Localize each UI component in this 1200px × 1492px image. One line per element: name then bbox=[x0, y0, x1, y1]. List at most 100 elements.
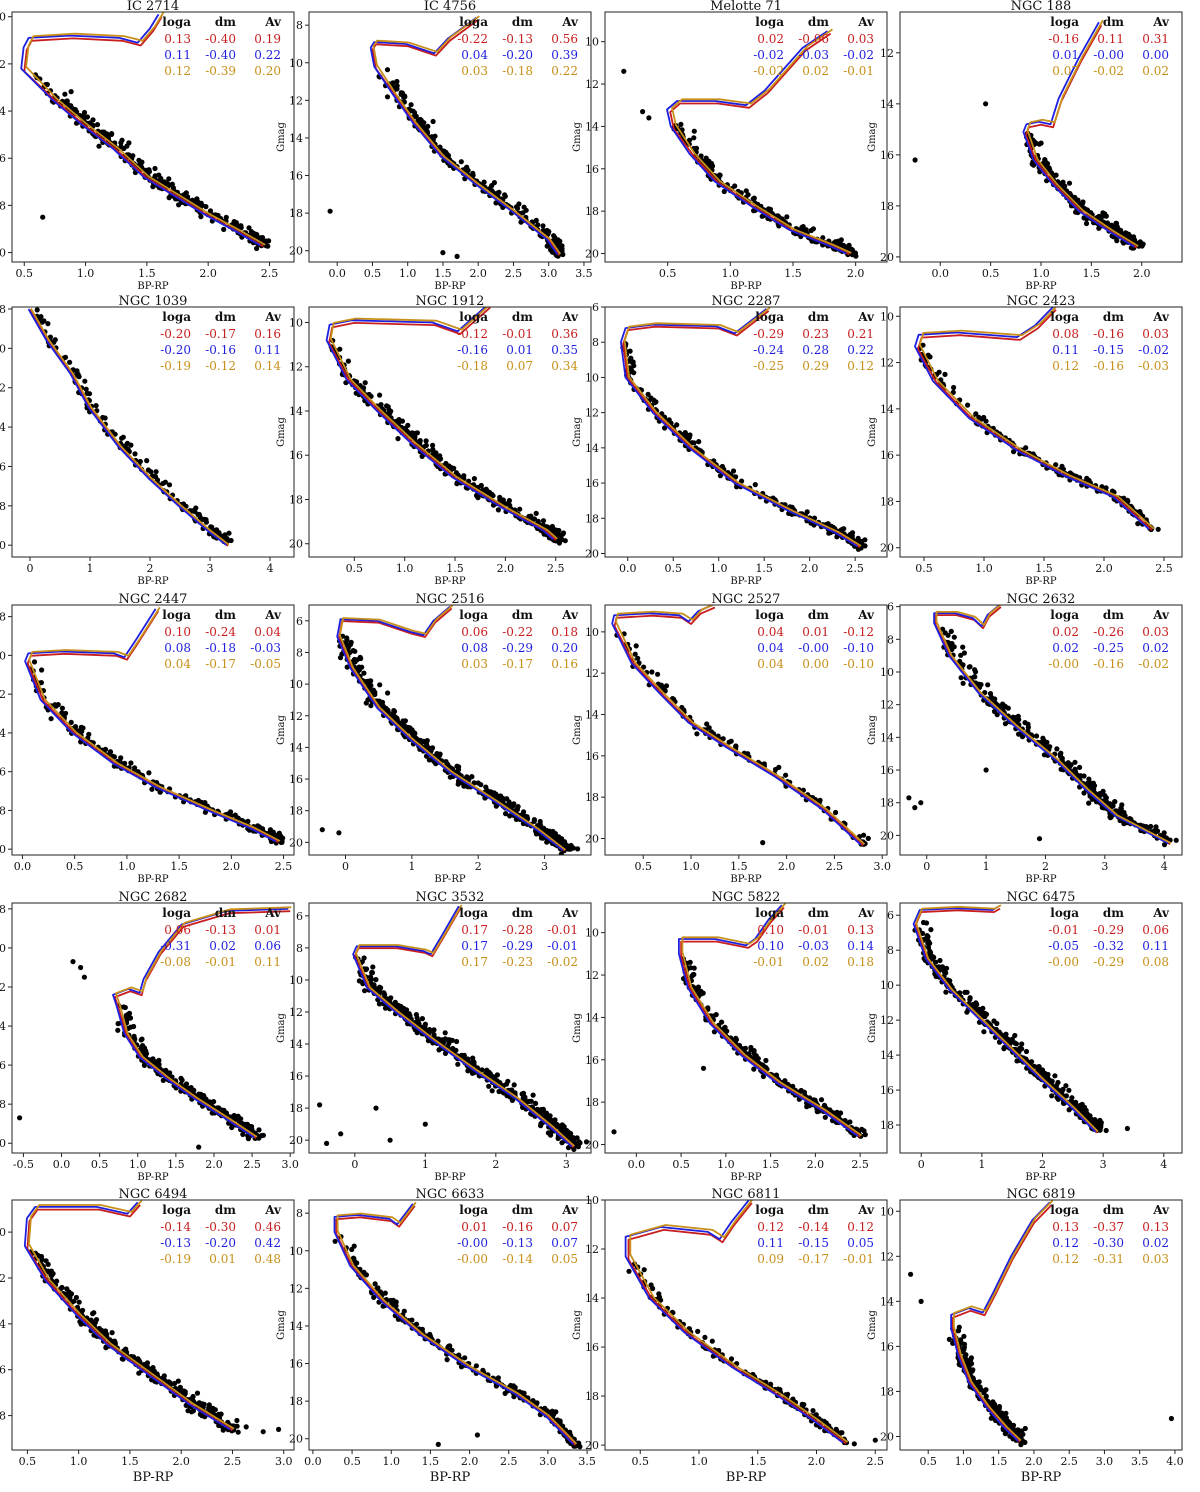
param-value: 0.12 bbox=[847, 359, 874, 373]
data-point bbox=[694, 731, 700, 737]
param-value: -0.25 bbox=[753, 359, 784, 373]
param-value: -0.16 bbox=[1093, 327, 1124, 341]
data-point bbox=[925, 352, 931, 358]
x-tick-label: 3.0 bbox=[540, 267, 558, 280]
param-value: 0.04 bbox=[757, 657, 784, 671]
data-point bbox=[912, 157, 918, 163]
data-point bbox=[655, 671, 661, 677]
data-point bbox=[143, 1048, 149, 1054]
isochrone-blue bbox=[24, 608, 277, 843]
y-tick-label: 14 bbox=[289, 1038, 303, 1051]
data-point bbox=[391, 708, 398, 715]
x-tick-label: 0.0 bbox=[628, 1158, 646, 1171]
data-point bbox=[414, 1015, 420, 1021]
data-point bbox=[961, 650, 968, 656]
data-point bbox=[985, 682, 991, 688]
data-point bbox=[1042, 1072, 1049, 1078]
param-value: 0.16 bbox=[254, 327, 281, 341]
x-tick-label: 2 bbox=[147, 562, 154, 575]
data-point bbox=[865, 835, 871, 842]
panel-melotte-71: Melotte 710.5 1.0 1.5 2.0101214161820BP-RPG… bbox=[572, 0, 888, 292]
param-header-loga: loga bbox=[162, 15, 191, 29]
param-value: 0.39 bbox=[551, 48, 578, 62]
x-axis-label: BP-RP bbox=[434, 576, 465, 587]
x-tick-label: 2.5 bbox=[826, 860, 844, 873]
isochrone-red bbox=[29, 309, 229, 547]
data-point bbox=[927, 948, 933, 954]
data-point bbox=[132, 765, 138, 771]
y-tick-label: 14 bbox=[289, 741, 303, 754]
data-point bbox=[118, 144, 124, 150]
data-point bbox=[145, 168, 151, 174]
data-point bbox=[1081, 1104, 1088, 1110]
y-tick-label: 10 bbox=[585, 927, 599, 940]
param-value: 0.02 bbox=[802, 64, 829, 78]
x-tick-label: 1.0 bbox=[129, 1158, 147, 1171]
data-point bbox=[418, 117, 424, 123]
param-value: -0.05 bbox=[1048, 939, 1079, 953]
data-point bbox=[960, 680, 966, 686]
y-tick-label: 20 bbox=[289, 538, 303, 551]
param-value: -0.01 bbox=[502, 327, 533, 341]
data-point bbox=[178, 1075, 184, 1081]
data-point bbox=[139, 1036, 145, 1042]
data-point bbox=[751, 1066, 757, 1072]
isochrone-gold bbox=[671, 28, 852, 254]
param-value: -0.40 bbox=[205, 48, 236, 62]
data-point bbox=[144, 1360, 150, 1366]
param-value: 0.00 bbox=[802, 657, 829, 671]
data-point bbox=[838, 242, 844, 248]
x-tick-label: 0.5 bbox=[659, 267, 677, 280]
x-tick-label: 1.5 bbox=[446, 562, 464, 575]
data-point bbox=[473, 492, 480, 499]
data-point bbox=[440, 250, 446, 256]
isochrone-gold bbox=[1026, 19, 1139, 247]
isochrone-blue bbox=[325, 307, 554, 540]
y-tick-label: 18 bbox=[880, 1119, 894, 1132]
plot-area bbox=[325, 307, 568, 546]
data-point bbox=[1036, 141, 1042, 147]
data-point bbox=[540, 223, 546, 229]
param-value: -0.10 bbox=[843, 657, 874, 671]
data-point bbox=[1131, 237, 1138, 243]
data-point bbox=[700, 1065, 707, 1071]
data-point bbox=[733, 1035, 739, 1041]
data-point bbox=[1081, 773, 1087, 779]
data-point bbox=[937, 957, 943, 964]
data-point bbox=[48, 716, 54, 722]
panel-title: NGC 6475 bbox=[1007, 890, 1076, 905]
isochrone-blue bbox=[611, 605, 862, 846]
param-value: -0.13 bbox=[205, 923, 236, 937]
isochrone-gold bbox=[915, 904, 1099, 1133]
data-point bbox=[530, 1092, 536, 1098]
data-point bbox=[649, 669, 655, 675]
data-point bbox=[1083, 220, 1090, 227]
data-point bbox=[493, 200, 499, 206]
param-value: -0.01 bbox=[1048, 923, 1079, 937]
data-point bbox=[149, 786, 155, 792]
param-header-av: Av bbox=[264, 608, 282, 622]
y-tick-label: 20 bbox=[289, 1134, 303, 1147]
data-point bbox=[414, 430, 420, 436]
data-point bbox=[1097, 792, 1103, 798]
data-point bbox=[687, 432, 693, 438]
param-header-av: Av bbox=[264, 906, 282, 920]
y-tick-label: 12 bbox=[289, 1006, 303, 1019]
y-tick-label: 14 bbox=[880, 731, 894, 744]
y-axis-label: Gmag bbox=[867, 416, 878, 446]
data-point bbox=[804, 1104, 810, 1110]
x-axis-label: BP-RP bbox=[137, 576, 168, 587]
x-tick-label: 2.5 bbox=[243, 1158, 261, 1171]
data-point bbox=[713, 1012, 719, 1018]
x-tick-label: 1 bbox=[408, 860, 415, 873]
data-point bbox=[1053, 462, 1059, 468]
param-header-loga: loga bbox=[459, 15, 488, 29]
data-point bbox=[641, 664, 647, 670]
data-point bbox=[818, 1097, 825, 1103]
data-point bbox=[265, 243, 271, 249]
isochrone-gold bbox=[623, 307, 862, 547]
y-tick-label: 8 bbox=[0, 303, 6, 316]
x-tick-label: 3.0 bbox=[281, 1158, 299, 1171]
param-header-av: Av bbox=[857, 906, 875, 920]
